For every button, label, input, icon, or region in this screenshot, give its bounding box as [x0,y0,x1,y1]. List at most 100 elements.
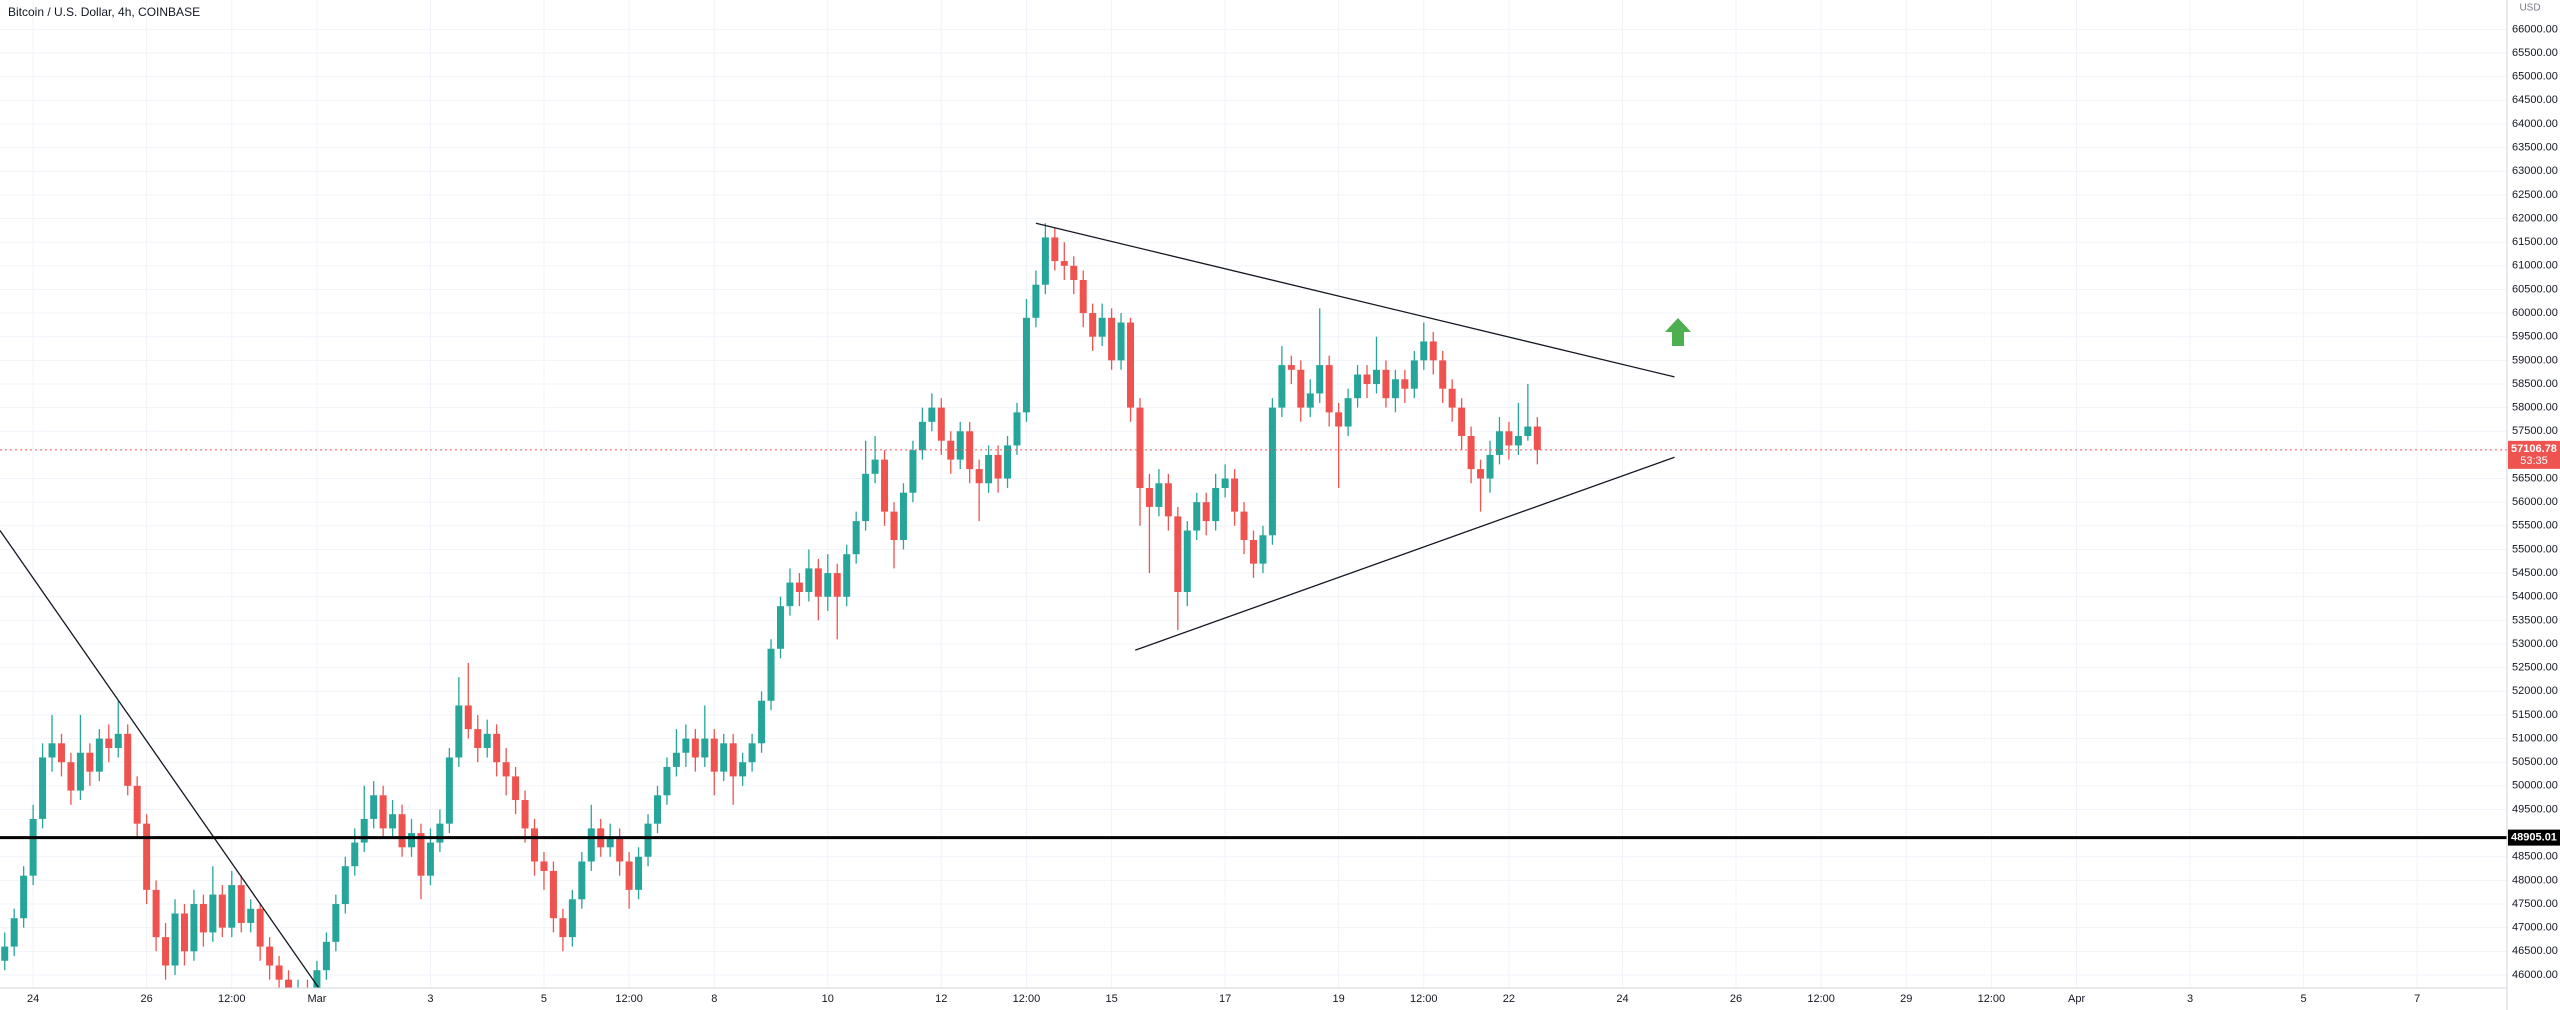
y-tick-label: 63500.00 [2512,142,2558,154]
candle-body [881,459,889,512]
y-tick-label: 47500.00 [2512,898,2558,910]
countdown-label: 53:35 [2520,455,2548,467]
candle-body [1155,483,1163,507]
candle-body [1363,374,1371,384]
x-tick-label: 17 [1219,993,1231,1005]
x-tick-label: 3 [427,993,433,1005]
candle-body [1448,388,1456,408]
candle-body [1306,393,1314,408]
candle-body [1202,502,1210,522]
candle-body [1136,407,1144,488]
candle-body [389,814,397,829]
trend-line [0,530,320,988]
y-tick-label: 65500.00 [2512,47,2558,59]
candle-body [1354,374,1362,399]
y-tick-label: 52500.00 [2512,662,2558,674]
candle-body [1051,237,1059,262]
candle-body [1259,535,1267,564]
candle-body [143,823,151,890]
candle-body [549,870,557,919]
candle-body [133,785,141,824]
candle-body [937,407,945,441]
candle-body [691,738,699,758]
candle-body [1231,478,1239,512]
candle-body [966,431,974,470]
candle-body [57,743,65,763]
candle-body [474,729,482,749]
candle-body [370,795,378,819]
candle-body [247,908,255,923]
candle-body [862,473,870,522]
plot-area [0,222,2507,988]
candle-body [360,818,368,843]
candle-body [1429,341,1437,361]
candle-body [483,733,491,749]
candle-body [1514,435,1522,446]
candle-body [1183,530,1191,593]
candle-body [124,733,132,786]
candle-body [1004,445,1012,479]
candle-body [1221,478,1229,488]
candle-body [1278,365,1286,408]
candle-body [805,568,813,593]
candle-body [975,469,983,484]
y-tick-label: 59500.00 [2512,331,2558,343]
x-tick-label: 7 [2414,993,2420,1005]
y-tick-label: 63000.00 [2512,165,2558,177]
candle-body [1495,431,1503,455]
candle-body [502,762,510,777]
candle-body [436,823,444,843]
candle-body [199,904,207,933]
candle-body [266,946,274,966]
x-tick-label: 26 [1730,993,1742,1005]
candle-body [843,554,851,597]
chart-title: Bitcoin / U.S. Dollar, 4h, COINBASE [8,5,200,19]
x-tick-label: 10 [822,993,834,1005]
candle-body [1335,412,1343,427]
x-tick-label: 5 [541,993,547,1005]
candle-body [672,752,680,767]
y-tick-label: 46000.00 [2512,969,2558,981]
candle-body [1240,511,1248,541]
candle-body [776,606,784,649]
candle-body [512,776,520,801]
trend-line [1035,222,1675,378]
x-tick-label: 12:00 [218,993,246,1005]
candle-body [729,743,737,777]
candle-body [313,970,321,988]
candle-body [95,738,103,772]
candle-body [701,738,709,758]
candle-body [748,743,756,763]
candle-body [616,837,624,862]
candle-body [1079,279,1087,314]
candle-body [171,913,179,966]
candle-body [1117,322,1125,361]
candle-body [1,946,9,961]
candle-body [663,766,671,796]
candle-body [1164,483,1172,517]
candle-body [852,521,860,555]
candle-body [1249,540,1258,564]
candle-body [758,700,766,744]
y-tick-label: 56000.00 [2512,496,2558,508]
x-tick-label: 8 [711,993,717,1005]
y-tick-label: 56500.00 [2512,472,2558,484]
y-tick-label: 62500.00 [2512,189,2558,201]
x-tick-label: 19 [1333,993,1345,1005]
candle-body [341,866,349,905]
candle-body [1391,379,1399,399]
x-tick-label: 12:00 [1013,993,1041,1005]
candle-body [39,757,47,819]
candle-body [1458,407,1466,436]
candle-body [1287,365,1295,370]
candle-body [1089,313,1097,337]
candle-body [909,450,917,493]
hline-label: 48905.01 [2511,832,2557,844]
candle-body [86,752,94,772]
candle-body [559,918,567,938]
x-tick-label: 15 [1105,993,1117,1005]
candle-body [493,733,501,763]
candle-body [1533,426,1541,450]
